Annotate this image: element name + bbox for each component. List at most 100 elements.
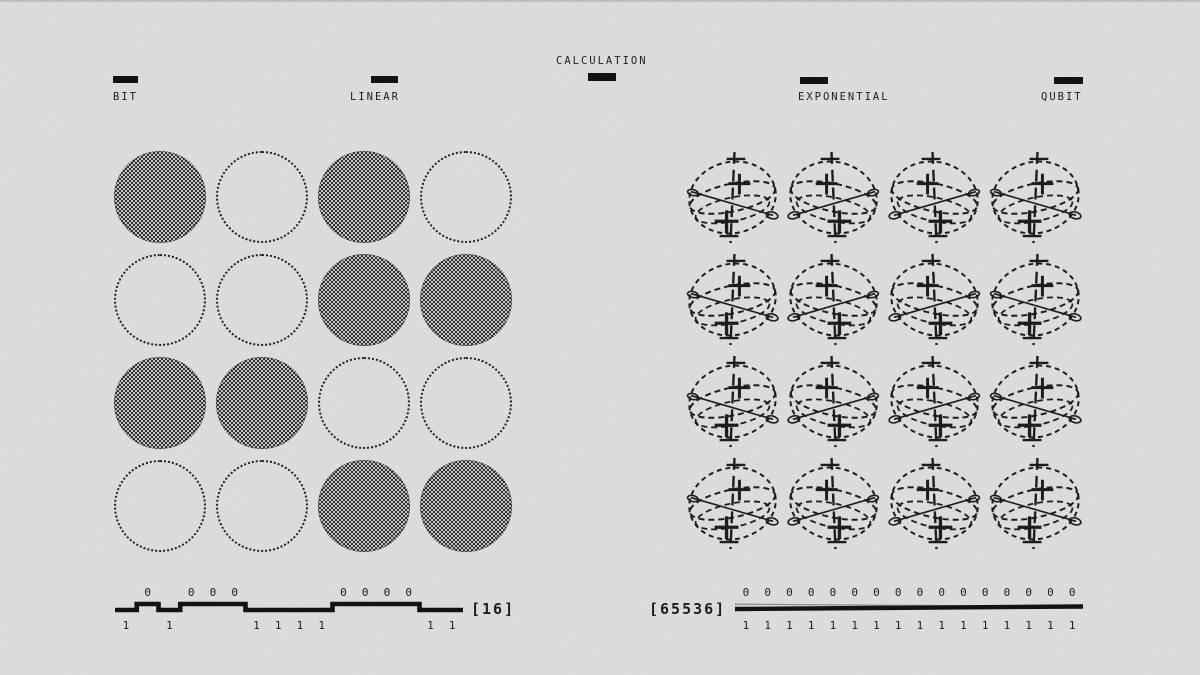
qubit-overline-dash (1054, 77, 1083, 84)
bloch-sphere-icon (685, 456, 780, 551)
bit-one-digit (333, 619, 355, 632)
qubit-state-count: [65536] (649, 600, 727, 618)
qubit-zero-digit: 0 (807, 586, 815, 599)
bloch-sphere-icon (887, 456, 982, 551)
qubit-cell (887, 252, 982, 347)
qubit-zero-row: 0 0 0 0 0 0 0 0 0 0 0 0 0 0 0 0 (735, 586, 1083, 599)
bit-zero-digit (311, 586, 333, 599)
bit-label: BIT (113, 91, 138, 103)
bit-on-circle (318, 151, 410, 243)
bloch-sphere-icon (988, 354, 1083, 449)
bit-one-digit (180, 619, 202, 632)
qubit-zero-digit: 0 (894, 586, 902, 599)
bit-one-digit: 1 (296, 619, 304, 632)
qubit-one-digit: 1 (786, 619, 793, 632)
bit-zero-digit: 0 (231, 586, 238, 599)
exponential-label: EXPONENTIAL (798, 91, 890, 103)
qubit-one-digit: 1 (829, 619, 837, 632)
qubit-zero-digit: 0 (851, 586, 858, 599)
qubit-label: QUBIT (1041, 91, 1083, 103)
bit-one-digit (202, 619, 224, 632)
bit-one-digit (224, 619, 246, 632)
bit-zero-digit: 0 (405, 586, 412, 599)
qubit-one-digit: 1 (873, 619, 880, 632)
bit-on-circle (420, 254, 512, 346)
bit-one-digit: 1 (166, 619, 173, 632)
bit-grid (114, 151, 512, 553)
qubit-cell (685, 150, 780, 245)
bit-on-circle (114, 151, 206, 243)
bit-zero-digit (441, 586, 463, 599)
qubit-cell (685, 456, 780, 551)
bloch-sphere-icon (786, 150, 881, 245)
bit-zero-digit: 0 (144, 586, 151, 599)
qubit-cell (988, 252, 1083, 347)
qubit-one-row: 1 1 1 1 1 1 1 1 1 1 1 1 1 1 1 1 (735, 619, 1083, 632)
bit-zero-digit: 0 (383, 586, 391, 599)
bloch-sphere-icon (786, 252, 881, 347)
qubit-grid (685, 150, 1083, 553)
linear-overline-dash (371, 76, 398, 83)
bit-one-digit: 1 (122, 619, 130, 632)
bloch-sphere-icon (887, 252, 982, 347)
qubit-zero-digit: 0 (873, 586, 880, 599)
bit-zero-digit: 0 (340, 586, 347, 599)
bit-off-circle (114, 254, 206, 346)
bloch-sphere-icon (786, 456, 881, 551)
qubit-one-digit: 1 (1003, 619, 1011, 632)
bit-one-digit: 1 (427, 619, 434, 632)
bit-one-digit: 1 (318, 619, 325, 632)
qubit-zero-digit: 0 (981, 586, 989, 599)
bloch-sphere-icon (887, 150, 982, 245)
qubit-cell (988, 456, 1083, 551)
qubit-zero-digit: 0 (1047, 586, 1054, 599)
bit-one-digit: 1 (448, 619, 456, 632)
bloch-sphere-icon (685, 354, 780, 449)
bit-zero-row: 0 0 0 0 0 0 0 0 (115, 586, 463, 599)
qubit-cell (685, 252, 780, 347)
qubit-one-digit: 1 (938, 619, 945, 632)
bit-one-digit (398, 619, 420, 632)
qubit-zero-digit: 0 (1003, 586, 1011, 599)
bit-on-circle (318, 254, 410, 346)
bit-zero-digit (289, 586, 311, 599)
bit-overline-dash (113, 76, 138, 83)
calculation-underline-dash (588, 73, 616, 81)
qubit-one-digit: 1 (960, 619, 967, 632)
exponential-overline-dash (800, 77, 828, 84)
qubit-cell (887, 150, 982, 245)
qubit-cell (786, 456, 881, 551)
bit-one-digit: 1 (253, 619, 260, 632)
bit-waveform (115, 601, 463, 613)
qubit-zero-digit: 0 (742, 586, 750, 599)
bit-one-digit: 1 (274, 619, 282, 632)
qubit-cell (786, 354, 881, 449)
qubit-cell (887, 354, 982, 449)
bloch-sphere-icon (685, 150, 780, 245)
qubit-cell (988, 150, 1083, 245)
bloch-sphere-icon (887, 354, 982, 449)
bit-zero-digit (267, 586, 289, 599)
qubit-one-digit: 1 (894, 619, 902, 632)
bit-one-row: 1 1 1 1 1 1 1 1 (115, 619, 463, 632)
qubit-zero-digit: 0 (1025, 586, 1032, 599)
bit-off-circle (420, 357, 512, 449)
bit-state-count: [16] (471, 600, 516, 618)
qubit-zero-digit: 0 (786, 586, 793, 599)
bloch-sphere-icon (988, 150, 1083, 245)
bit-off-circle (114, 460, 206, 552)
bit-zero-digit: 0 (187, 586, 195, 599)
qubit-cell (988, 354, 1083, 449)
qubit-cell (685, 354, 780, 449)
bit-zero-digit (246, 586, 268, 599)
qubit-one-digit: 1 (1047, 619, 1054, 632)
bit-on-circle (216, 357, 308, 449)
bit-on-circle (114, 357, 206, 449)
bit-zero-digit: 0 (361, 586, 369, 599)
qubit-zero-digit: 0 (829, 586, 837, 599)
qubit-cell (786, 150, 881, 245)
bit-zero-digit (420, 586, 442, 599)
qubit-zero-digit: 0 (764, 586, 771, 599)
bit-zero-digit: 0 (209, 586, 217, 599)
